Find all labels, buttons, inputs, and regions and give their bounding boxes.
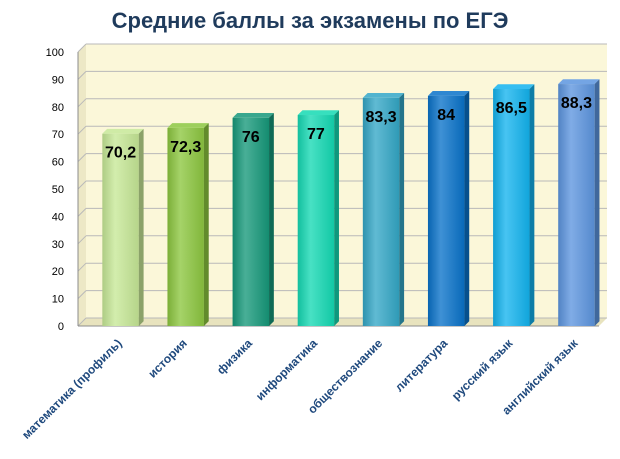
category-label: информатика [253, 336, 320, 403]
gridline-diagonal [77, 235, 87, 245]
value-label: 88,3 [561, 95, 592, 112]
gridline-diagonal [77, 180, 87, 190]
value-label: 72,3 [170, 139, 201, 156]
gridline-diagonal [77, 43, 87, 53]
bar-front [427, 95, 465, 326]
plot-floor [78, 318, 607, 326]
value-label: 86,5 [496, 100, 527, 117]
bar-top [232, 112, 274, 118]
bar-top [102, 128, 144, 134]
bar-front [102, 133, 139, 326]
bar-side [334, 110, 339, 326]
bar-top [297, 110, 339, 116]
bar-side [594, 79, 600, 327]
category-label: физика [214, 336, 255, 377]
gridline-diagonal [77, 290, 87, 299]
bar-top [493, 84, 535, 89]
gridline-diagonal [77, 125, 87, 135]
category-label: математика (профиль) [19, 336, 125, 442]
y-tick-label: 60 [52, 157, 64, 169]
y-tick-label: 80 [52, 102, 64, 114]
value-label: 76 [242, 129, 260, 146]
y-tick-label: 90 [52, 74, 64, 86]
gridline-diagonal [77, 317, 87, 327]
value-label: 70,2 [105, 145, 136, 162]
value-label: 84 [437, 107, 455, 124]
category-label: литература [392, 336, 450, 394]
bar-side [269, 112, 274, 327]
bar-front [167, 127, 204, 326]
y-tick-label: 30 [52, 239, 64, 251]
bar-side [399, 92, 405, 326]
gridline-diagonal [77, 153, 87, 162]
bar-front [493, 88, 530, 327]
bar-side [203, 123, 209, 327]
bar-front [297, 115, 335, 327]
bar-top [427, 91, 470, 96]
y-tick-label: 50 [52, 184, 64, 196]
y-tick-label: 100 [46, 47, 64, 59]
value-label: 83,3 [365, 109, 396, 126]
y-tick-label: 40 [52, 211, 64, 223]
bar-top [558, 79, 600, 85]
y-tick-label: 0 [58, 321, 64, 333]
y-tick-label: 10 [52, 294, 64, 306]
bar-front [362, 97, 400, 327]
bar-side [138, 128, 144, 326]
value-label: 77 [307, 126, 325, 143]
gridline-diagonal [77, 98, 87, 108]
y-tick-label: 70 [52, 129, 64, 141]
category-label: русский язык [449, 336, 516, 403]
gridline-diagonal [77, 71, 87, 80]
bar-front [558, 84, 595, 326]
bar-top [362, 92, 405, 98]
gridline-diagonal [77, 262, 87, 272]
bar-top [167, 123, 209, 128]
chart-title: Средние баллы за экзамены по ЕГЭ [111, 8, 509, 33]
category-label: история [145, 336, 189, 380]
y-tick-label: 20 [52, 266, 64, 278]
bar-side [464, 91, 470, 326]
gridline-diagonal [77, 208, 87, 217]
bar-front [232, 117, 270, 326]
bar-side [529, 84, 535, 326]
